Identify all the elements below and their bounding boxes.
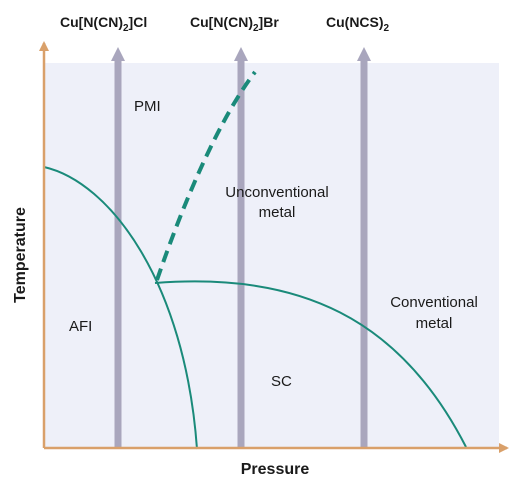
- afi-boundary-curve: [43, 166, 198, 450]
- region-label-unconventional-metal-line1: Unconventional: [225, 184, 328, 201]
- region-label-sc: SC: [271, 373, 292, 390]
- compound-label-ncs: Cu(NCS)2: [326, 14, 390, 34]
- region-label-conventional-metal-line2: metal: [416, 315, 453, 332]
- region-label-unconventional-metal-line2: metal: [259, 204, 296, 221]
- y-axis-label: Temperature: [12, 207, 29, 303]
- region-label-afi: AFI: [69, 318, 92, 335]
- compound-label-cl: Cu[N(CN)2]Cl: [60, 14, 147, 34]
- region-label-conventional-metal-line1: Conventional: [390, 294, 478, 311]
- compound-label-br: Cu[N(CN)2]Br: [190, 14, 279, 34]
- region-label-pmi: PMI: [134, 98, 161, 115]
- x-axis-label: Pressure: [241, 461, 310, 477]
- sc-boundary-curve: [154, 280, 467, 448]
